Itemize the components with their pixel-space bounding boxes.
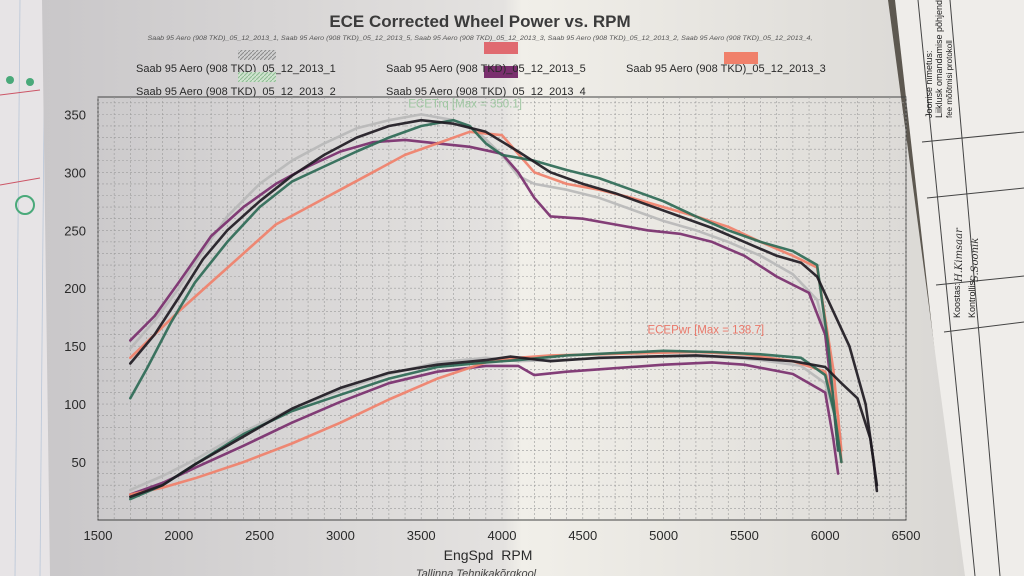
y-tick-label: 250 <box>64 223 86 238</box>
x-tick-label: 4000 <box>488 528 517 543</box>
series-2-power-line <box>129 361 840 496</box>
series-4-power-line <box>129 349 843 501</box>
legend-label-5: Saab 95 Aero (908 TKD)_05_12_2013_4 <box>386 86 586 98</box>
legend-label-1: Saab 95 Aero (908 TKD)_05_12_2013_1 <box>136 63 336 75</box>
legend-label-4: Saab 95 Aero (908 TKD)_05_12_2013_2 <box>136 86 336 98</box>
x-tick-label: 2000 <box>164 528 193 543</box>
series-1-torque-line <box>129 113 830 350</box>
legend-label-3: Saab 95 Aero (908 TKD)_05_12_2013_3 <box>626 63 826 75</box>
y-tick-label: 200 <box>64 281 86 296</box>
x-tick-label: 6500 <box>892 528 921 543</box>
x-tick-label: 4500 <box>568 528 597 543</box>
y-tick-label: 150 <box>64 339 86 354</box>
legend-item-2: Saab 95 Aero (908 TKD)_05_12_2013_5 <box>386 63 586 78</box>
x-tick-labels: 1500 2000 2500 3000 3500 4000 4500 5000 5500 6000… <box>84 528 921 543</box>
series-5-power-line <box>129 354 879 499</box>
x-tick-label: 5500 <box>730 528 759 543</box>
legend-swatch-1 <box>238 50 276 60</box>
right-paper <box>895 0 1024 576</box>
annotation-1: ECETrq [Max = 350.1] <box>408 98 522 110</box>
form-kontrollis-label: Kontrollis: <box>967 278 977 318</box>
series-5-torque-line <box>129 118 879 493</box>
annotations: ECETrq [Max = 350.1] ECEPwr [Max = 138.7] <box>408 98 764 336</box>
x-tick-label: 3000 <box>326 528 355 543</box>
chart-subtitle: Saab 95 Aero (908 TKD)_05_12_2013_1, Saa… <box>148 35 813 42</box>
form-heading: Liiklusk omandamise põhjendus <box>934 0 944 118</box>
legend-swatch-3 <box>484 42 518 54</box>
chart-title: ECE Corrected Wheel Power vs. RPM <box>329 12 630 31</box>
x-tick-label: 6000 <box>811 528 840 543</box>
y-tick-label: 100 <box>64 397 86 412</box>
legend-item-3: Saab 95 Aero (908 TKD)_05_12_2013_3 <box>484 42 826 75</box>
y-tick-labels: 50 100 150 200 250 300 350 <box>64 107 86 470</box>
legend-item-5: Saab 95 Aero (908 TKD)_05_12_2013_4 <box>386 86 586 98</box>
form-line3: fee mõõtmisi protokoll <box>945 40 954 118</box>
legend-swatch-3b <box>724 52 758 64</box>
y-tick-label: 300 <box>64 165 86 180</box>
form-line2: Joonise nimetus: <box>924 50 934 118</box>
footer-text: Tallinna Tehnikakõrgkool <box>416 568 537 576</box>
series-2-torque-line <box>129 138 840 452</box>
x-tick-label: 1500 <box>84 528 113 543</box>
legend-swatch-4 <box>238 72 276 82</box>
form-koostas-label: Koostas: <box>952 283 962 318</box>
x-tick-label: 5000 <box>649 528 678 543</box>
series-4-torque-line <box>129 118 840 452</box>
x-tick-label: 3500 <box>407 528 436 543</box>
y-tick-label: 350 <box>64 107 86 122</box>
y-tick-label: 50 <box>72 455 86 470</box>
legend: Saab 95 Aero (908 TKD)_05_12_2013_1 Saab… <box>136 42 826 98</box>
x-axis-label: EngSpd RPM <box>444 547 533 563</box>
annotation-2: ECEPwr [Max = 138.7] <box>647 324 764 336</box>
legend-item-1: Saab 95 Aero (908 TKD)_05_12_2013_1 <box>136 50 336 75</box>
legend-label-2: Saab 95 Aero (908 TKD)_05_12_2013_5 <box>386 63 586 75</box>
legend-item-4: Saab 95 Aero (908 TKD)_05_12_2013_2 <box>136 72 336 98</box>
legend-swatch-2 <box>484 66 518 78</box>
x-tick-label: 2500 <box>245 528 274 543</box>
series-layer <box>129 113 879 501</box>
form-kontrollis-value: S.Soonik <box>970 238 981 282</box>
form-koostas-value: H.Kimsaar <box>954 227 965 283</box>
